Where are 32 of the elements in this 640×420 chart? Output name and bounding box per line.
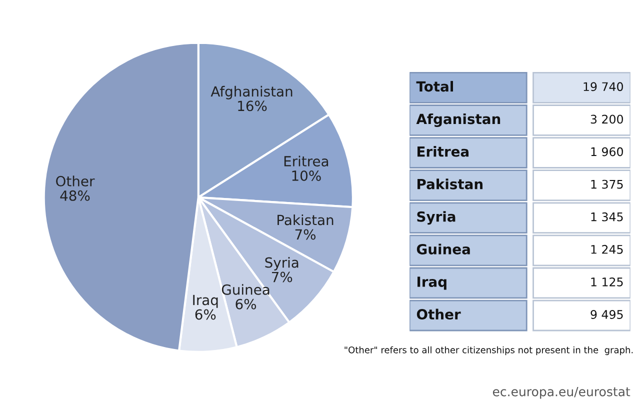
category-label: Eritrea — [418, 146, 469, 157]
slice-label: Other — [56, 176, 95, 186]
text: 9 495 — [590, 310, 623, 319]
slice-label: Afghanistan — [210, 86, 292, 100]
text: "Other" refers to all other citizenships not present in the graph. — [344, 346, 633, 356]
data-label: 7% — [295, 229, 316, 240]
slice-label: Iraq — [193, 294, 218, 308]
text: 1 125 — [591, 277, 623, 286]
category-label: Syria — [417, 211, 456, 225]
data-label: 6% — [236, 298, 256, 310]
data-label: 10% — [292, 170, 321, 182]
data-label: 16% — [238, 100, 267, 112]
data-label: 48% — [60, 190, 90, 201]
text: 1 345 — [591, 212, 623, 222]
slice-label: Eritrea — [284, 156, 328, 167]
text: 1 375 — [591, 180, 623, 189]
text: 19 740 — [584, 82, 623, 92]
category-label: Total — [416, 80, 454, 92]
category-label: Guinea — [416, 244, 470, 254]
data-label: 6% — [195, 309, 216, 320]
text: 1 960 — [591, 147, 623, 156]
text: ec.europa.eu/eurostat — [492, 387, 630, 399]
slice-label: Syria — [265, 257, 298, 270]
category-label: Afganistan — [416, 113, 500, 127]
category-label: Other — [416, 308, 461, 320]
text: 3 200 — [590, 114, 623, 124]
category-label: Iraq — [418, 276, 446, 290]
data-label: 7% — [272, 272, 292, 282]
slice-label: Guinea — [222, 284, 270, 295]
category-label: Pakistan — [418, 178, 482, 190]
text: 1 245 — [591, 244, 623, 254]
slice-label: Pakistan — [278, 214, 334, 226]
